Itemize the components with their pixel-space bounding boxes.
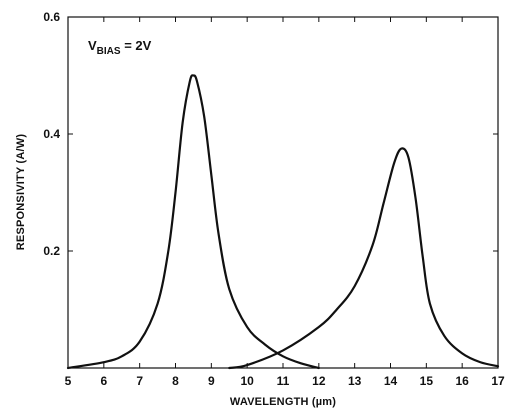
x-tick-label: 11	[277, 374, 290, 388]
vbias-value: = 2V	[121, 38, 152, 53]
vbias-annotation: VBIAS = 2V	[88, 38, 152, 57]
vbias-subscript: BIAS	[97, 46, 121, 57]
x-tick-label: 7	[136, 374, 143, 388]
y-axis-title: RESPONSIVITY (A/W)	[15, 134, 27, 251]
x-tick-label: 5	[65, 374, 72, 388]
vbias-main: V	[88, 38, 97, 53]
x-tick-label: 6	[100, 374, 107, 388]
series-line-2	[228, 147, 500, 370]
series-group	[66, 74, 500, 370]
x-tick-label: 16	[455, 374, 469, 388]
series-line-1	[66, 74, 320, 370]
y-tick-labels: 0.2 0.4 0.6	[43, 10, 60, 258]
x-tick-label: 17	[491, 374, 505, 388]
x-tick-label: 10	[240, 374, 254, 388]
x-tick-label: 12	[312, 374, 326, 388]
x-tick-label: 9	[208, 374, 215, 388]
x-axis-title: WAVELENGTH (µm)	[230, 396, 336, 408]
x-tick-label: 13	[348, 374, 362, 388]
x-tick-label: 14	[384, 374, 398, 388]
y-tick-label: 0.6	[43, 10, 60, 24]
x-tick-labels: 5 6 7 8 9 10 11 12 13 14 15 16 17	[65, 374, 505, 388]
y-tick-label: 0.4	[43, 127, 60, 141]
x-tick-label: 15	[420, 374, 434, 388]
y-tick-label: 0.2	[43, 244, 60, 258]
x-tick-label: 8	[172, 374, 179, 388]
